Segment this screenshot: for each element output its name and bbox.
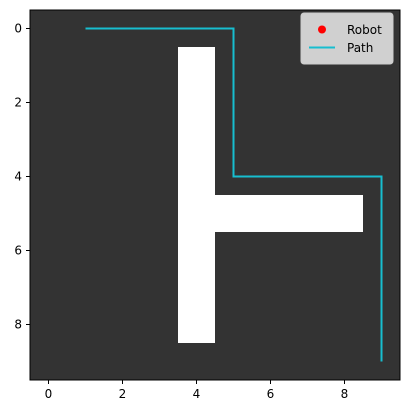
- legend: Robot Path: [300, 12, 394, 65]
- x-tick-label: 6: [267, 387, 275, 401]
- legend-box: [300, 12, 394, 65]
- legend-robot-marker: [318, 25, 326, 34]
- legend-path-label: Path: [347, 41, 373, 55]
- x-axis: 0 2 4 6 8: [45, 380, 349, 401]
- plot-frame: [29, 9, 401, 381]
- obstacle-1: [215, 195, 363, 232]
- path-layer: [85, 27, 383, 362]
- y-tick-label: 6: [14, 244, 22, 258]
- path-series-line: [85, 27, 383, 362]
- x-tick-label: 4: [193, 387, 201, 401]
- obstacles-layer: [178, 47, 363, 343]
- legend-robot-label: Robot: [347, 23, 382, 37]
- y-tick-label: 4: [14, 170, 22, 184]
- y-tick-label: 8: [14, 318, 22, 332]
- y-axis: 0 2 4 6 8: [14, 22, 30, 332]
- x-tick-label: 0: [45, 387, 53, 401]
- obstacle-0: [178, 47, 215, 343]
- x-tick-label: 2: [119, 387, 127, 401]
- x-tick-label: 8: [341, 387, 349, 401]
- y-tick-label: 2: [14, 96, 22, 110]
- y-tick-label: 0: [14, 22, 22, 36]
